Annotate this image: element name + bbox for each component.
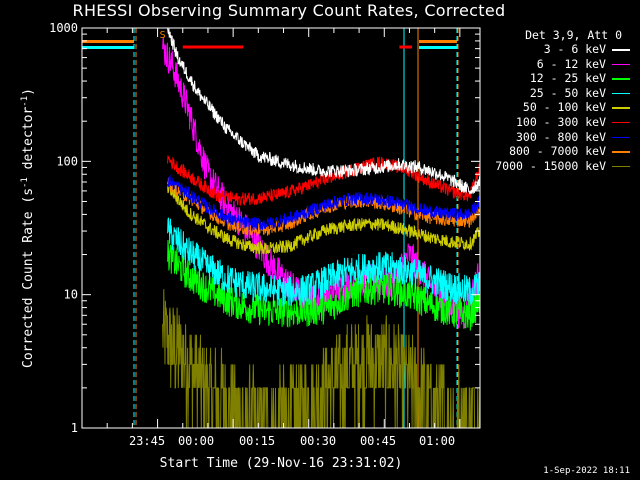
legend-item: 3 - 6 keV xyxy=(484,42,636,57)
legend-label: 50 - 100 keV xyxy=(522,100,606,115)
legend-header: Det 3,9, Att 0 xyxy=(525,28,622,42)
timestamp: 1-Sep-2022 18:11 xyxy=(543,466,630,476)
legend-item: 50 - 100 keV xyxy=(484,100,636,115)
legend-swatch xyxy=(612,92,630,95)
legend-item: 6 - 12 keV xyxy=(484,57,636,72)
orange-indicator-left xyxy=(82,40,134,43)
legend-item: 800 - 7000 keV xyxy=(484,144,636,159)
x-tick-label: 00:00 xyxy=(178,434,214,448)
x-tick-label: 00:30 xyxy=(300,434,336,448)
y-tick-label: 1000 xyxy=(49,21,78,35)
legend-label: 25 - 50 keV xyxy=(529,85,606,100)
legend: Det 3,9, Att 0 3 - 6 keV 6 - 12 keV 12 - 2… xyxy=(484,28,636,173)
series-line-6 xyxy=(167,174,481,232)
legend-item: 300 - 800 keV xyxy=(484,130,636,145)
legend-label: 12 - 25 keV xyxy=(529,71,606,86)
series-line-2 xyxy=(167,239,481,331)
series-line-3 xyxy=(167,217,481,307)
y-tick-label: 100 xyxy=(56,154,78,168)
series-line-0 xyxy=(167,27,481,195)
legend-label: 7000 - 15000 keV xyxy=(495,158,606,173)
legend-label: 3 - 6 keV xyxy=(543,42,606,56)
series-line-8 xyxy=(162,289,481,429)
x-axis-label: Start Time (29-Nov-16 23:31:02) xyxy=(160,456,403,471)
chart-title: RHESSI Observing Summary Count Rates, Co… xyxy=(72,1,506,20)
annotation-s: S xyxy=(160,30,166,41)
legend-swatch xyxy=(612,121,630,124)
x-tick-label: 23:45 xyxy=(129,434,165,448)
legend-label: 6 - 12 keV xyxy=(536,56,606,71)
legend-swatch xyxy=(612,165,630,168)
y-tick-label: 1 xyxy=(71,421,78,435)
legend-label: 800 - 7000 keV xyxy=(509,144,606,159)
legend-label: 100 - 300 keV xyxy=(515,114,606,129)
legend-item: 25 - 50 keV xyxy=(484,86,636,101)
legend-item: 7000 - 15000 keV xyxy=(484,159,636,174)
cyan-indicator-left xyxy=(82,46,134,49)
legend-swatch xyxy=(612,78,630,80)
legend-swatch xyxy=(612,49,630,51)
legend-swatch xyxy=(612,107,630,109)
series-line-5 xyxy=(167,155,481,206)
y-tick-label: 10 xyxy=(64,288,78,302)
legend-item: 12 - 25 keV xyxy=(484,71,636,86)
legend-swatch xyxy=(612,136,630,139)
series-line-4 xyxy=(167,182,481,255)
legend-swatch xyxy=(612,151,630,153)
y-axis-label: Corrected Count Rate (s-1 detector-1) xyxy=(20,88,36,368)
x-tick-label: 00:45 xyxy=(360,434,396,448)
legend-item: 100 - 300 keV xyxy=(484,115,636,130)
x-tick-label: 00:15 xyxy=(239,434,275,448)
cyan-indicator-right xyxy=(419,46,457,49)
x-tick-label: 01:00 xyxy=(419,434,455,448)
legend-label: 300 - 800 keV xyxy=(515,129,606,144)
legend-rows: 3 - 6 keV 6 - 12 keV 12 - 25 keV 25 - 50 ke… xyxy=(484,42,636,173)
legend-swatch xyxy=(612,63,630,66)
plot-frame xyxy=(81,27,481,429)
orange-indicator-right xyxy=(419,40,457,43)
